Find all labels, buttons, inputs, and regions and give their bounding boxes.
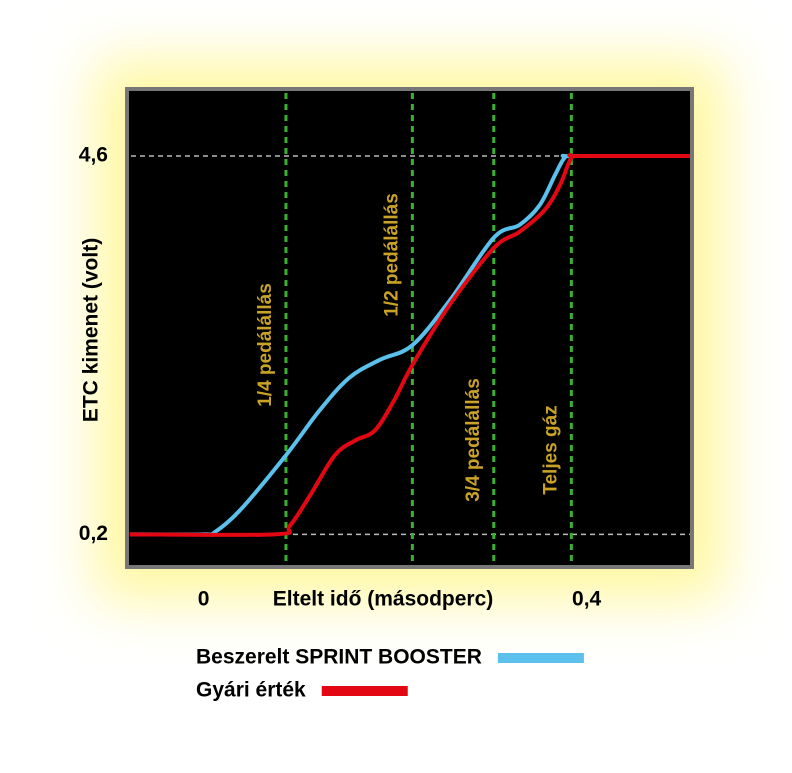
legend-label: Beszerelt SPRINT BOOSTER xyxy=(196,646,482,669)
annotation-label: 1/4 pedálállás xyxy=(255,283,276,407)
x-axis-label: Eltelt idő (másodperc) xyxy=(273,588,494,611)
annotation-label: 3/4 pedálállás xyxy=(463,378,484,502)
legend-label: Gyári érték xyxy=(196,679,306,702)
annotation-label: 1/2 pedálállás xyxy=(381,193,402,317)
legend-swatch xyxy=(497,653,584,663)
y-tick-label: 0,2 xyxy=(79,522,108,545)
x-tick-label: 0,4 xyxy=(572,588,602,611)
series-line xyxy=(129,153,691,537)
y-tick-label: 4,6 xyxy=(79,144,108,167)
legend-swatch xyxy=(321,686,408,696)
annotation-label: Teljes gáz xyxy=(540,405,561,494)
plot-area xyxy=(125,87,694,569)
series-line xyxy=(129,153,691,537)
y-axis-label: ETC kimenet (volt) xyxy=(80,238,103,422)
x-tick-label: 0 xyxy=(198,588,210,611)
